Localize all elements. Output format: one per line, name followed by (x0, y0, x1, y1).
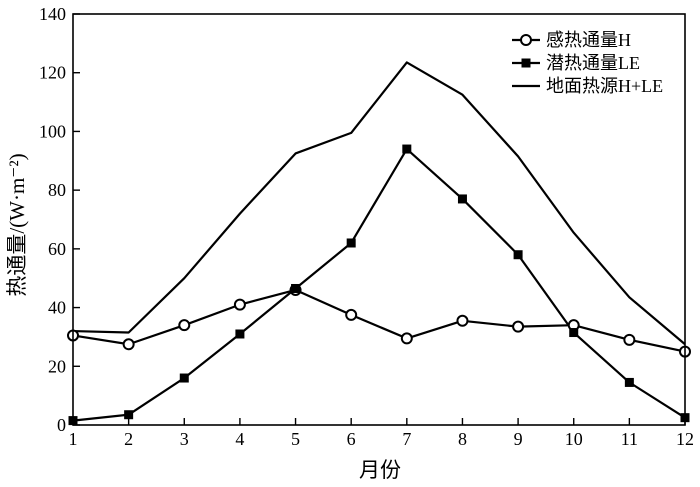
x-tick-label: 2 (124, 429, 133, 449)
data-point-square (624, 377, 634, 387)
legend-marker-square (521, 58, 531, 68)
data-point-circle (456, 314, 469, 327)
y-tick-label: 60 (48, 239, 66, 259)
data-point-circle (512, 320, 525, 333)
x-tick-label: 12 (676, 429, 694, 449)
data-point-circle (122, 338, 135, 351)
legend-label: 感热通量H (546, 30, 631, 50)
series-lines (72, 61, 686, 422)
x-tick-label: 9 (514, 429, 523, 449)
legend-label: 潜热通量LE (546, 53, 640, 73)
legend: 感热通量H 潜热通量LE 地面热源H+LE (512, 30, 663, 96)
data-point-square (457, 194, 467, 204)
data-point-circle (400, 332, 413, 345)
y-tick-label: 100 (39, 121, 66, 141)
y-tick-label: 80 (48, 180, 66, 200)
legend-label: 地面热源H+LE (546, 76, 663, 96)
x-tick-label: 5 (291, 429, 300, 449)
data-point-square (513, 250, 523, 260)
data-point-square (179, 373, 189, 383)
y-tick-label: 20 (48, 356, 66, 376)
x-tick-labels: 1 2 3 4 5 6 7 8 9 10 11 12 (69, 429, 695, 449)
data-point-circle (178, 319, 191, 332)
series-line-2 (72, 147, 686, 422)
x-tick-label: 8 (458, 429, 467, 449)
plot-frame (72, 13, 686, 426)
data-point-circle (233, 298, 246, 311)
x-tick-label: 7 (402, 429, 411, 449)
data-point-square (402, 144, 412, 154)
y-tick-label: 120 (39, 63, 66, 83)
axis-ticks (72, 13, 686, 426)
x-tick-label: 1 (69, 429, 78, 449)
series-line-1 (72, 288, 686, 353)
y-axis-title: 热通量/(W·m⁻²) (5, 153, 29, 296)
x-tick-label: 10 (565, 429, 583, 449)
y-tick-label: 0 (57, 415, 66, 435)
data-point-square (291, 283, 301, 293)
series-line-3 (72, 61, 686, 346)
y-tick-label: 40 (48, 298, 66, 318)
legend-marker-circle (520, 34, 532, 46)
data-point-square (346, 238, 356, 248)
x-tick-label: 3 (180, 429, 189, 449)
y-tick-labels: 0 20 40 60 80 100 120 140 (39, 4, 66, 435)
data-point-square (124, 410, 134, 420)
y-tick-label: 140 (39, 4, 66, 24)
data-point-square (235, 329, 245, 339)
x-tick-label: 6 (347, 429, 356, 449)
x-tick-label: 4 (235, 429, 244, 449)
x-tick-label: 11 (621, 429, 638, 449)
data-point-square (569, 328, 579, 338)
series-markers (67, 144, 691, 426)
data-point-circle (623, 333, 636, 346)
data-point-circle (345, 308, 358, 321)
x-axis-title: 月份 (359, 458, 401, 482)
